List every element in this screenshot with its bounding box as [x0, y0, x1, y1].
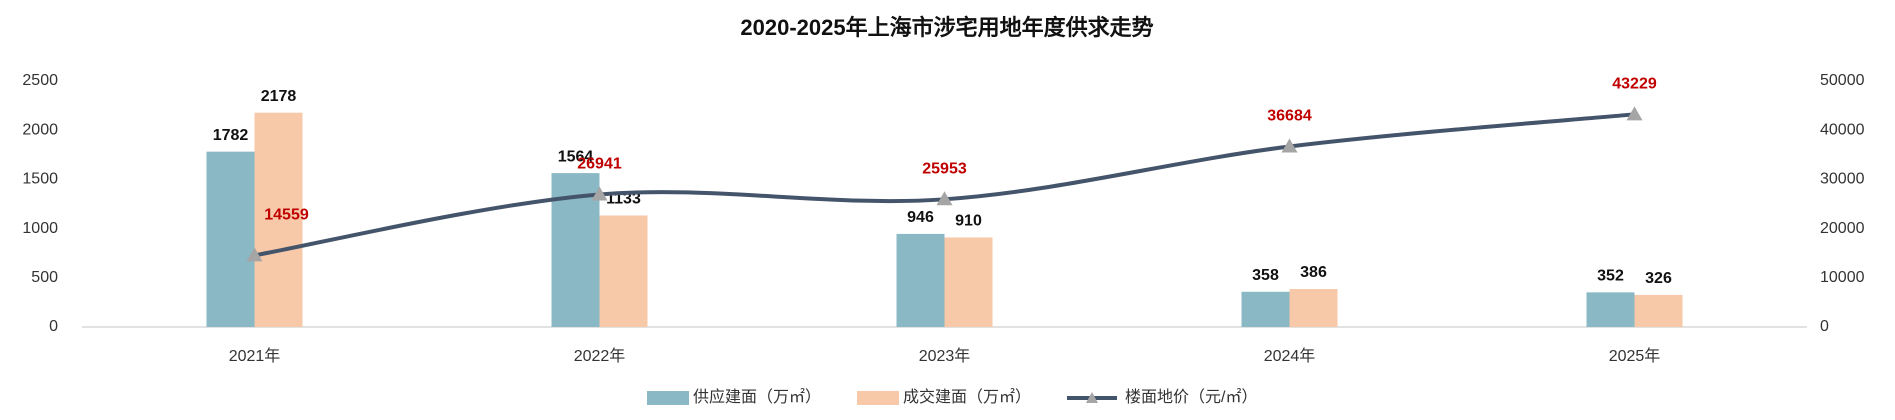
line-marker: [1281, 138, 1298, 153]
value-label: 26941: [577, 156, 622, 173]
bar: [1634, 294, 1683, 327]
legend-swatch: [647, 391, 689, 405]
y2-tick-label: 40000: [1820, 121, 1865, 138]
value-label: 1782: [213, 127, 249, 144]
bar: [254, 112, 303, 327]
bar: [944, 237, 993, 327]
bar: [896, 233, 945, 327]
legend-label: 供应建面（万㎡）: [693, 387, 821, 406]
y2-tick-label: 10000: [1820, 269, 1865, 286]
x-tick-label: 2022年: [574, 347, 626, 365]
bar: [599, 215, 648, 327]
value-label: 36684: [1267, 108, 1312, 125]
y2-tick-label: 0: [1820, 318, 1829, 335]
y2-tick-label: 20000: [1820, 220, 1865, 237]
legend: 供应建面（万㎡） 成交建面（万㎡） 楼面地价（元/㎡）: [647, 387, 1257, 406]
line-marker: [591, 186, 608, 201]
line-marker: [246, 247, 263, 262]
value-label: 358: [1252, 267, 1279, 284]
value-label: 946: [907, 209, 934, 226]
bar: [1586, 292, 1635, 327]
line-marker: [936, 191, 953, 206]
x-tick-label: 2024年: [1264, 347, 1316, 365]
line-marker: [1626, 106, 1643, 121]
bar: [206, 151, 255, 327]
value-label: 43229: [1612, 76, 1657, 93]
y-tick-label: 2000: [22, 121, 58, 138]
legend-label: 楼面地价（元/㎡）: [1125, 388, 1257, 406]
value-label: 910: [955, 213, 982, 230]
value-label: 1564: [558, 148, 594, 165]
y2-tick-label: 30000: [1820, 171, 1865, 188]
y-tick-label: 1500: [22, 171, 58, 188]
value-label: 2178: [261, 88, 297, 105]
x-tick-label: 2021年: [229, 347, 281, 365]
bar: [1241, 291, 1290, 327]
bar: [1289, 289, 1338, 327]
y-tick-label: 500: [31, 269, 58, 286]
y-tick-label: 0: [49, 318, 58, 335]
legend-marker: [1086, 392, 1098, 403]
y-tick-label: 1000: [22, 220, 58, 237]
x-tick-label: 2023年: [919, 347, 971, 365]
legend-swatch: [857, 391, 899, 405]
value-label: 25953: [922, 161, 967, 178]
value-label: 352: [1597, 268, 1624, 285]
legend-label: 成交建面（万㎡）: [903, 388, 1031, 406]
x-tick-label: 2025年: [1609, 347, 1661, 365]
y2-tick-label: 50000: [1820, 72, 1865, 89]
value-label: 326: [1645, 270, 1672, 287]
value-label: 14559: [264, 207, 309, 224]
value-label: 386: [1300, 264, 1327, 281]
chart-title: 2020-2025年上海市涉宅用地年度供求走势: [740, 15, 1153, 40]
y-tick-label: 2500: [22, 72, 58, 89]
